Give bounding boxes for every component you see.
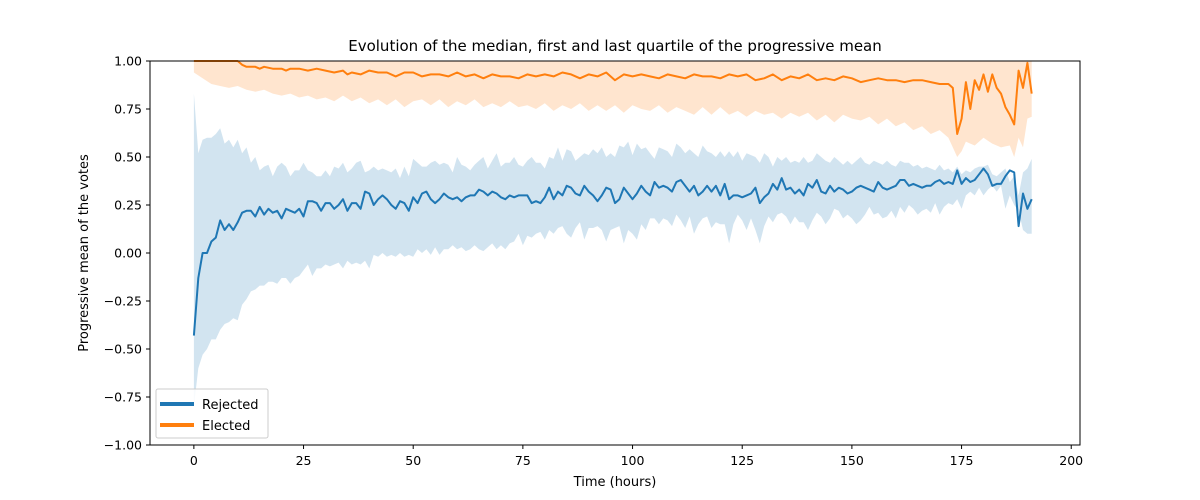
chart-title: Evolution of the median, first and last … [348,37,882,55]
y-tick-label: 0.75 [114,102,142,117]
y-tick-label: −0.75 [104,390,142,405]
x-axis: 0 25 50 75 100 125 150 175 200 [190,445,1083,468]
x-tick-label: 25 [296,453,312,468]
legend-label-elected: Elected [202,419,250,434]
x-axis-label: Time (hours) [573,475,657,490]
quartile-band-rejected [193,93,1032,407]
legend-label-rejected: Rejected [202,398,259,413]
y-tick-label: −0.25 [104,294,142,309]
y-axis-label: Progressive mean of the votes [77,154,92,352]
y-tick-label: −0.50 [104,342,142,357]
x-tick-label: 75 [515,453,531,468]
x-tick-label: 200 [1059,453,1083,468]
quartile-bands [193,61,1032,407]
quartile-band-elected [193,61,1032,157]
y-axis: −1.00 −0.75 −0.50 −0.25 0.00 0.25 0.50 0.75 1.00 [104,54,150,453]
x-tick-label: 150 [840,453,864,468]
legend: Rejected Elected [155,388,269,439]
x-tick-label: 0 [190,453,198,468]
y-tick-label: −1.00 [104,438,142,453]
x-tick-label: 100 [621,453,645,468]
y-tick-label: 0.25 [114,198,142,213]
x-tick-label: 125 [730,453,754,468]
median-line-elected [193,60,1033,135]
x-tick-label: 175 [950,453,974,468]
median-line-rejected [192,167,1033,336]
x-tick-label: 50 [405,453,421,468]
y-tick-label: 0.50 [114,150,142,165]
y-tick-label: 0.00 [114,246,142,261]
median-lines [192,60,1033,336]
y-tick-label: 1.00 [114,54,142,69]
